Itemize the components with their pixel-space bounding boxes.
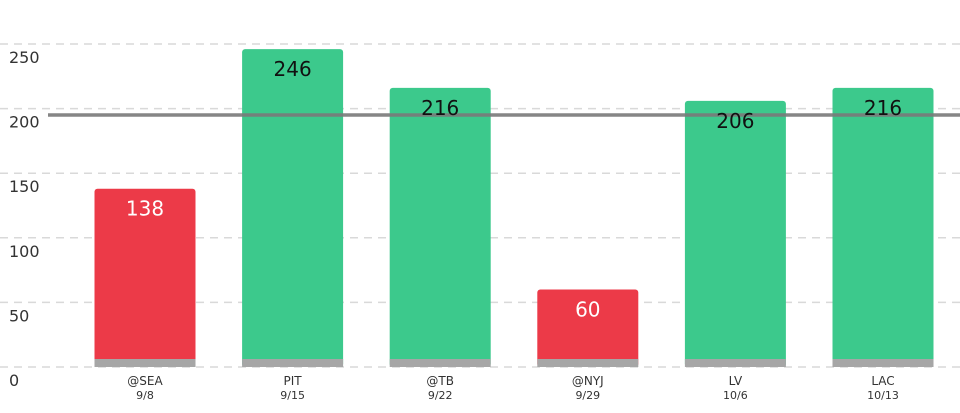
data-labels: 138 246 216 60 206 216 — [126, 57, 902, 321]
bar-base-lv — [684, 359, 786, 367]
x-date-label-1: 9/15 — [280, 389, 305, 402]
data-label-1: 246 — [274, 57, 312, 81]
data-label-5: 216 — [864, 96, 902, 120]
bar-base-at-nyj — [537, 359, 639, 367]
x-category-label-1: PIT — [284, 374, 303, 388]
x-category-label-5: LAC — [871, 374, 894, 388]
x-date-label-0: 9/8 — [136, 389, 154, 402]
bar-pit — [242, 49, 344, 367]
x-date-label-3: 9/29 — [575, 389, 600, 402]
bar-base-lac — [832, 359, 934, 367]
y-tick-label-200: 200 — [9, 113, 40, 132]
data-label-0: 138 — [126, 197, 164, 221]
x-category-label-2: @TB — [426, 374, 454, 388]
y-tick-label-150: 150 — [9, 177, 40, 196]
y-tick-label-100: 100 — [9, 242, 40, 261]
bar-base-pit — [242, 359, 344, 367]
data-label-4: 206 — [716, 109, 754, 133]
bar-at-nyj — [537, 289, 639, 367]
x-category-label-3: @NYJ — [572, 374, 604, 388]
bar-lv — [684, 100, 786, 368]
x-date-label-4: 10/6 — [723, 389, 748, 402]
x-category-label-4: LV — [729, 374, 743, 388]
y-tick-label-50: 50 — [9, 306, 29, 325]
bar-at-sea — [94, 188, 196, 367]
x-category-label-0: @SEA — [127, 374, 163, 388]
x-date-label-2: 9/22 — [428, 389, 453, 402]
y-tick-label-250: 250 — [9, 48, 40, 67]
y-axis-tick-labels: 0 50 100 150 200 250 — [9, 48, 40, 390]
bars — [94, 49, 934, 368]
data-label-2: 216 — [421, 96, 459, 120]
data-label-3: 60 — [575, 297, 600, 321]
bar-at-tb — [389, 87, 491, 367]
bar-base-at-sea — [94, 359, 196, 367]
x-date-label-5: 10/13 — [867, 389, 899, 402]
bar-lac — [832, 87, 934, 367]
y-tick-label-0: 0 — [9, 371, 19, 390]
bar-base-at-tb — [389, 359, 491, 367]
